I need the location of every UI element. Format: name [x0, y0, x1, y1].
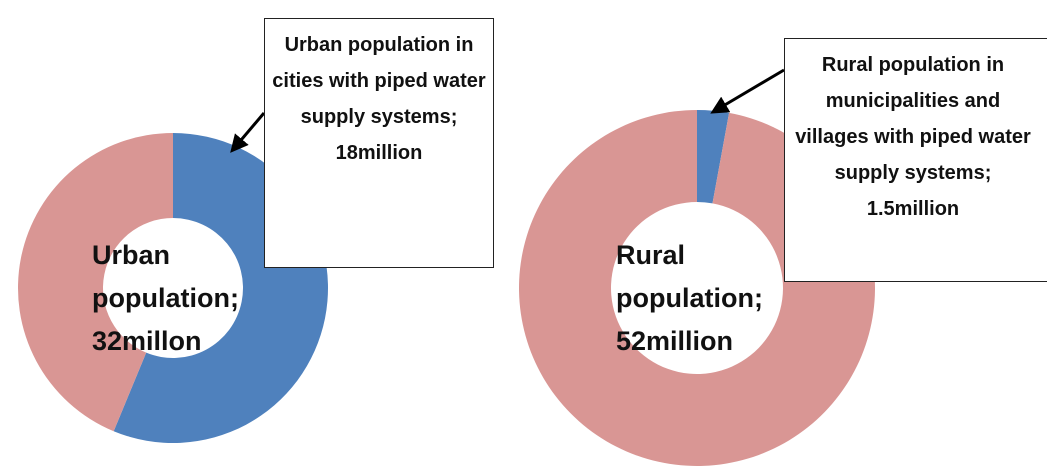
center-label: Rural population; 52million — [616, 240, 763, 356]
arrow — [230, 112, 266, 153]
part-annotation: Rural population in municipalities and v… — [784, 38, 1047, 282]
center-label: Urban population; 32millon — [92, 240, 239, 356]
part-segment — [697, 110, 730, 204]
arrow — [710, 68, 785, 114]
rest-segment — [18, 133, 173, 432]
part-annotation: Urban population in cities with piped wa… — [264, 18, 494, 268]
